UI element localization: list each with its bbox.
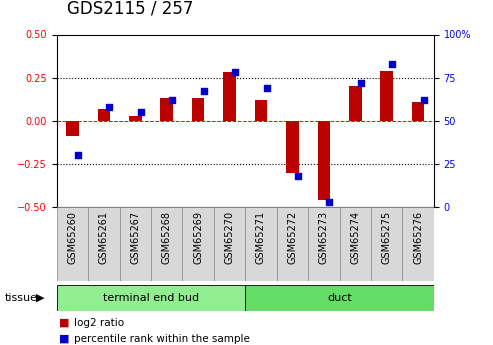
Text: GSM65261: GSM65261 — [99, 211, 109, 264]
Text: GSM65275: GSM65275 — [382, 211, 392, 264]
Bar — [245, 285, 434, 310]
Text: GSM65270: GSM65270 — [224, 211, 235, 264]
Text: GSM65272: GSM65272 — [287, 211, 297, 264]
Text: GSM65273: GSM65273 — [319, 211, 329, 264]
Point — [357, 80, 365, 86]
Text: GSM65271: GSM65271 — [256, 211, 266, 264]
Bar — [182, 207, 214, 281]
Point — [106, 104, 113, 110]
Bar — [151, 207, 182, 281]
Text: terminal end bud: terminal end bud — [103, 293, 199, 303]
Bar — [66, 121, 79, 136]
Text: percentile rank within the sample: percentile rank within the sample — [74, 334, 250, 344]
Bar — [57, 207, 88, 281]
Bar — [57, 285, 245, 310]
Bar — [223, 72, 236, 121]
Point — [294, 173, 302, 179]
Bar — [192, 98, 205, 121]
Text: ■: ■ — [59, 334, 70, 344]
Text: log2 ratio: log2 ratio — [74, 318, 124, 327]
Bar — [349, 86, 361, 121]
Bar — [255, 100, 267, 121]
Bar — [308, 207, 340, 281]
Bar — [277, 207, 308, 281]
Bar — [245, 207, 277, 281]
Point — [388, 61, 396, 67]
Bar — [340, 207, 371, 281]
Point — [137, 109, 145, 115]
Text: GDS2115 / 257: GDS2115 / 257 — [67, 0, 193, 17]
Point — [325, 199, 333, 205]
Text: GSM65274: GSM65274 — [350, 211, 360, 264]
Point — [169, 97, 176, 103]
Text: ■: ■ — [59, 318, 70, 327]
Text: tissue: tissue — [5, 293, 38, 303]
Bar — [371, 207, 402, 281]
Bar — [119, 207, 151, 281]
Bar — [317, 121, 330, 200]
Bar — [402, 207, 434, 281]
Text: GSM65269: GSM65269 — [193, 211, 203, 264]
Bar — [412, 102, 424, 121]
Point — [200, 89, 208, 94]
Point — [420, 97, 428, 103]
Point — [231, 70, 239, 75]
Bar — [381, 71, 393, 121]
Text: duct: duct — [327, 293, 352, 303]
Text: GSM65268: GSM65268 — [162, 211, 172, 264]
Bar — [214, 207, 246, 281]
Bar — [286, 121, 299, 172]
Point — [263, 85, 271, 91]
Bar — [88, 207, 119, 281]
Text: GSM65276: GSM65276 — [413, 211, 423, 264]
Bar — [129, 116, 141, 121]
Bar — [98, 109, 110, 121]
Text: GSM65267: GSM65267 — [130, 211, 141, 264]
Text: GSM65260: GSM65260 — [68, 211, 77, 264]
Bar — [160, 98, 173, 121]
Point — [74, 152, 82, 158]
Text: ▶: ▶ — [35, 293, 44, 303]
